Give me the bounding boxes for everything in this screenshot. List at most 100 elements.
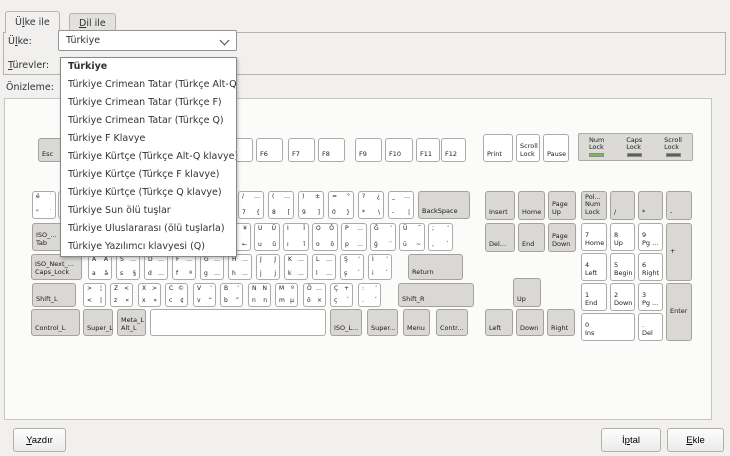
key-p: P… p… [341, 223, 367, 251]
key-space [150, 309, 326, 336]
dropdown-item[interactable]: Türkiye Sun ölü tuşlar [68, 205, 171, 216]
dropdown-item[interactable]: Türkiye Crimean Tatar (Türkçe F) [68, 97, 222, 108]
key-shiftl: Shift_L [32, 283, 76, 307]
key-np8: 8 Up [610, 223, 635, 251]
key-end: End [518, 223, 545, 252]
key-c: C © c ¢ [165, 283, 188, 307]
dropdown-item[interactable]: Türkiye Uluslararası (ölü tuşlarla) [68, 223, 225, 234]
key-np6: 6 Right [638, 253, 663, 281]
key-npmul: * [638, 191, 663, 220]
key-np0: 0 Ins [581, 313, 635, 341]
scroll-lock-indicator: Scroll Lock [664, 136, 682, 157]
add-button[interactable]: Ekle [667, 428, 724, 452]
dropdown-item[interactable]: Türkiye [68, 61, 108, 72]
dropdown-item[interactable]: Türkiye Kürtçe (Türkçe Q klavye) [68, 187, 222, 198]
key-delete: Del... [485, 223, 515, 252]
key-np3: 3 Pg ... [638, 283, 663, 311]
key-udia: Ü ˜ ü ~ [399, 223, 425, 251]
key-ctrlr: Contr... [436, 309, 468, 336]
key-isolevel: ISO_L... [330, 309, 362, 336]
key-idot: İ ʼ i ´ [368, 254, 392, 280]
key-l: L… l… [312, 254, 336, 280]
key-f11: F11 [416, 138, 440, 162]
key-k: K… k… [284, 254, 308, 280]
key-backspace: BackSpace [418, 191, 470, 219]
country-label: Ülke: [8, 36, 32, 47]
dropdown-item[interactable]: Türkiye Kürtçe (Türkçe Alt-Q klavye) [68, 151, 236, 162]
key-np9: 9 Pg ... [638, 223, 663, 251]
dropdown-item[interactable]: Türkiye Crimean Tatar (Türkçe Q) [68, 115, 224, 126]
key-less: > ¦ < | [83, 283, 106, 307]
caps-lock-led [626, 152, 642, 157]
key-up: Up [513, 278, 541, 307]
dropdown-item[interactable]: Türkiye Kürtçe (Türkçe F klavye) [68, 169, 220, 180]
key-f7: F7 [288, 138, 315, 162]
key-print: Print [483, 134, 513, 162]
key-pagedown: Page Down [548, 223, 576, 252]
key-insert: Insert [485, 191, 515, 220]
key-np5: 5 Begin [610, 253, 635, 281]
variant-dropdown-list: Türkiye Türkiye Crimean Tatar (Türkçe Alt… [60, 57, 237, 257]
key-npsub: - [666, 191, 692, 220]
key-alt: Meta_L Alt_L [117, 309, 146, 336]
key-pause: Pause [543, 134, 569, 162]
key-pageup: Page Up [548, 191, 576, 220]
key-scrolllock: Scroll Lock [516, 134, 540, 162]
tab-ulke-ile[interactable]: Ülke ile [5, 11, 60, 33]
tab-label-part: Ü [15, 17, 22, 28]
scroll-lock-led [665, 152, 681, 157]
key-grave: é ˙ " ˙ [32, 191, 56, 219]
cancel-button[interactable]: İptal [601, 428, 661, 452]
country-combobox[interactable]: Türkiye [58, 30, 237, 51]
chevron-down-icon [219, 35, 230, 46]
key-np7: 7 Home [581, 223, 607, 251]
key-h: H… h… [228, 254, 252, 280]
key-return: Return [408, 254, 463, 280]
key-superr: Super... [367, 309, 398, 336]
dropdown-item[interactable]: Türkiye F Klavye [68, 133, 146, 144]
key-np2: 2 Down [610, 283, 635, 311]
key-z: Z < z « [110, 283, 133, 307]
key-n8: (… 8[ [268, 191, 294, 219]
num-lock-indicator: Num Lock [589, 136, 604, 157]
key-npdiv: / [610, 191, 635, 220]
key-f8: F8 [318, 138, 345, 162]
key-f6: F6 [256, 138, 283, 162]
key-right: Right [547, 309, 575, 336]
key-superl: Super_L [83, 309, 113, 336]
key-g: G… g… [200, 254, 224, 280]
key-semicolon: ; ʼ, ` [428, 223, 453, 251]
dropdown-item[interactable]: Türkiye Crimean Tatar (Türkçe Alt-Q) [68, 79, 236, 90]
dropdown-item[interactable]: Türkiye Yazılımcı klavyesi (Q) [68, 241, 205, 252]
tab-label-mnemonic: D [79, 18, 87, 29]
print-button[interactable]: Yazdır [13, 428, 66, 452]
key-d: D… d… [144, 254, 168, 280]
key-s: S… s § [116, 254, 140, 280]
key-ctrll: Control_L [31, 309, 80, 336]
caps-lock-indicator: Caps Lock [626, 136, 642, 157]
key-f9: F9 [355, 138, 382, 162]
tab-label-part: il ile [86, 18, 106, 29]
tab-label-part: ke ile [24, 17, 50, 28]
key-colon: : ʼ. ´ [358, 283, 381, 307]
key-n9: ) ±9] [298, 191, 324, 219]
preview-label: Önizleme: [6, 82, 54, 93]
key-npenter: Enter [666, 283, 692, 341]
key-numlock: Pol... Num Lock [581, 191, 607, 220]
key-esc: Esc [38, 138, 62, 162]
key-n0: = ° 0} [328, 191, 354, 219]
key-gbreve: Ğ ʼ ğ ¨ [370, 223, 396, 251]
key-np1: 1 End [581, 283, 607, 311]
tab-dil-ile[interactable]: Dil ile [69, 13, 116, 33]
key-f10: F10 [385, 138, 413, 162]
key-caps: ISO_Next_... Caps_Lock [31, 254, 82, 280]
key-minus: _… - | [388, 191, 414, 219]
key-left: Left [485, 309, 513, 336]
